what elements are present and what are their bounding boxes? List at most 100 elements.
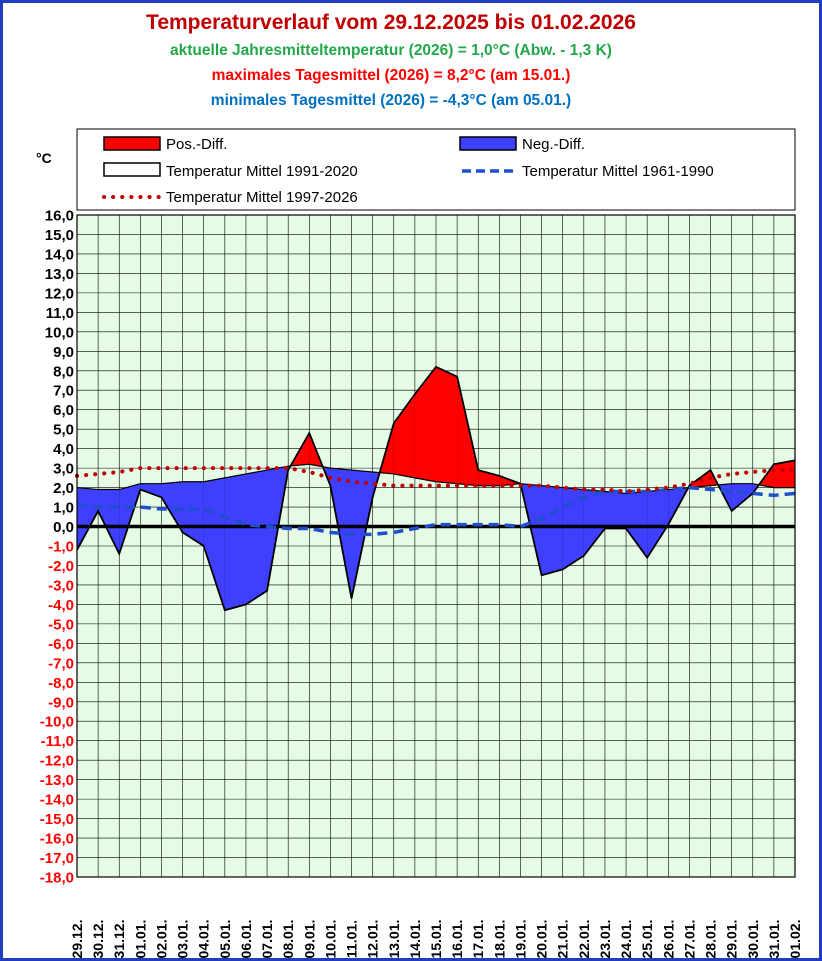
y-tick-label: 3,0 <box>53 461 74 478</box>
y-tick-label: 15,0 <box>45 227 74 244</box>
x-tick-label: 09.01. <box>301 920 317 959</box>
y-unit-label: °C <box>36 150 52 166</box>
x-tick-label: 17.01. <box>470 920 486 959</box>
x-tick-label: 28.01. <box>703 920 719 959</box>
y-tick-label: 4,0 <box>53 441 74 458</box>
annual-mean-line: aktuelle Jahresmitteltemperatur (2026) =… <box>170 42 612 59</box>
x-tick-label: 04.01. <box>196 920 212 959</box>
legend-label-mean-1961-1990: Temperatur Mittel 1961-1990 <box>522 163 714 180</box>
x-tick-label: 23.01. <box>597 920 613 959</box>
y-tick-label: -4,0 <box>48 597 74 614</box>
x-tick-label: 24.01. <box>618 920 634 959</box>
y-tick-label: -8,0 <box>48 675 74 692</box>
pos-diff-area <box>414 366 436 482</box>
y-tick-label: -9,0 <box>48 694 74 711</box>
neg-diff-area <box>161 481 183 533</box>
chart-title: Temperaturverlauf vom 29.12.2025 bis 01.… <box>146 11 636 34</box>
x-tick-label: 25.01. <box>639 920 655 959</box>
max-daily-mean-line: maximales Tagesmittel (2026) = 8,2°C (am… <box>211 67 571 84</box>
y-tick-label: -15,0 <box>40 811 74 828</box>
legend-box <box>76 128 796 211</box>
x-tick-label: 05.01. <box>217 920 233 959</box>
x-tick-label: 01.02. <box>787 920 803 959</box>
y-tick-label: -3,0 <box>48 577 74 594</box>
x-tick-label: 21.01. <box>555 920 571 959</box>
legend-label-pos-diff: Pos.-Diff. <box>166 136 227 153</box>
neg-diff-area <box>224 473 246 611</box>
neg-diff-area <box>245 470 268 605</box>
daily-mean-line <box>76 365 796 612</box>
x-tick-labels: 29.12. 30.12. 31.12. 01.01. 02.01. 03.01. 04.0… <box>69 920 803 959</box>
x-tick-label: 22.01. <box>576 920 592 959</box>
y-tick-label: -17,0 <box>40 850 74 867</box>
y-tick-label: 12,0 <box>45 285 74 302</box>
x-tick-label: 03.01. <box>175 920 191 959</box>
x-tick-label: 16.01. <box>449 920 465 959</box>
y-tick-label: -1,0 <box>48 539 74 556</box>
y-tick-label: -5,0 <box>48 616 74 633</box>
x-tick-label: 10.01. <box>322 920 338 959</box>
x-tick-label: 18.01. <box>491 920 507 959</box>
x-tick-label: 30.01. <box>745 920 761 959</box>
x-tick-label: 01.01. <box>132 920 148 959</box>
x-tick-label: 13.01. <box>386 920 402 959</box>
legend-swatch-neg-diff <box>459 136 517 151</box>
chart-titles: Temperaturverlauf vom 29.12.2025 bis 01.… <box>0 8 760 113</box>
neg-diff-area <box>562 487 584 570</box>
y-tick-labels: 16,0 15,0 14,0 13,0 12,0 11,0 10,0 9,0 8,0 7,0 6,0… <box>40 208 74 887</box>
x-tick-label: 08.01. <box>280 920 296 959</box>
neg-diff-area <box>626 491 648 558</box>
neg-diff-area <box>731 483 753 511</box>
legend-label-mean-1997-2026: Temperatur Mittel 1997-2026 <box>166 189 358 206</box>
chart-legend: Pos.-Diff. Neg.-Diff. Temperatur Mittel … <box>76 128 796 211</box>
pos-diff-area <box>436 366 458 484</box>
y-tick-label: 6,0 <box>53 402 74 419</box>
y-tick-label: -6,0 <box>48 636 74 653</box>
neg-diff-area <box>647 489 669 558</box>
pos-diff-area <box>393 394 415 478</box>
legend-label-mean-1991-2020: Temperatur Mittel 1991-2020 <box>166 163 358 180</box>
x-tick-label: 30.12. <box>90 920 106 959</box>
y-tick-label: -7,0 <box>48 655 74 672</box>
x-tick-label: 26.01. <box>660 920 676 959</box>
neg-diff-area <box>604 491 627 529</box>
x-tick-label: 29.12. <box>69 920 85 959</box>
x-tick-label: 11.01. <box>344 920 360 958</box>
y-tick-label: -13,0 <box>40 772 74 789</box>
pos-diff-area <box>478 470 500 486</box>
y-tick-label: -16,0 <box>40 831 74 848</box>
neg-diff-area <box>77 487 99 550</box>
y-tick-label: 11,0 <box>46 305 74 322</box>
x-tick-label: 06.01. <box>238 920 254 959</box>
y-tick-label: -2,0 <box>48 558 74 575</box>
y-tick-label: 16,0 <box>45 208 74 225</box>
pos-diff-area <box>773 460 795 488</box>
x-tick-label: 02.01. <box>153 920 169 959</box>
legend-swatch-mean-1991-2020 <box>103 162 161 177</box>
neg-diff-area <box>541 485 563 576</box>
x-tick-label: 12.01. <box>365 920 381 959</box>
y-tick-label: -12,0 <box>40 753 74 770</box>
neg-diff-area <box>583 489 605 556</box>
legend-label-neg-diff: Neg.-Diff. <box>522 136 585 153</box>
x-tick-label: 20.01. <box>534 920 550 959</box>
x-tick-label: 31.01. <box>766 920 782 959</box>
mean-1997-2026-line <box>75 466 797 494</box>
y-tick-label: -10,0 <box>40 714 74 731</box>
y-tick-label: -11,0 <box>41 733 74 750</box>
x-tick-label: 29.01. <box>724 920 740 959</box>
y-tick-label: 14,0 <box>45 246 74 263</box>
y-tick-label: 7,0 <box>53 383 74 400</box>
y-tick-label: -18,0 <box>40 870 74 887</box>
y-tick-label: 0,0 <box>53 519 74 536</box>
y-tick-label: 10,0 <box>45 324 74 341</box>
mean-1961-1990-line <box>76 485 796 537</box>
plot-border <box>76 214 796 878</box>
y-tick-label: 8,0 <box>53 363 74 380</box>
y-tick-label: 5,0 <box>53 422 74 439</box>
x-tick-label: 15.01. <box>428 920 444 959</box>
y-tick-label: 2,0 <box>53 480 74 497</box>
y-tick-label: 9,0 <box>53 344 74 361</box>
x-tick-label: 14.01. <box>407 920 423 959</box>
